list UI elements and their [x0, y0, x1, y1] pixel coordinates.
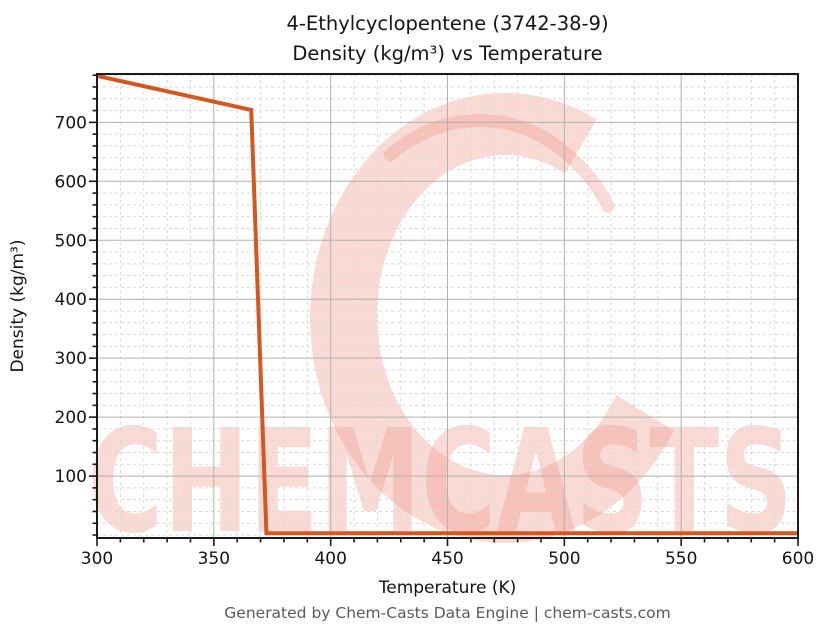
x-tick-label: 500 — [548, 549, 580, 569]
y-tick-label: 100 — [55, 467, 87, 487]
gridlines — [96, 74, 799, 538]
x-tick-label: 600 — [782, 549, 814, 569]
chart-title-line2: Density (kg/m³) vs Temperature — [292, 42, 603, 65]
chart-title: 4-Ethylcyclopentene (3742-38-9) Density … — [97, 9, 798, 69]
x-tick-label: 300 — [81, 549, 113, 569]
axis-ticks — [89, 74, 799, 546]
x-tick-label: 550 — [665, 549, 697, 569]
chart-title-line1: 4-Ethylcyclopentene (3742-38-9) — [286, 12, 609, 35]
y-tick-label: 600 — [55, 172, 87, 192]
y-tick-label: 300 — [55, 349, 87, 369]
x-tick-label: 350 — [198, 549, 230, 569]
footer-credit: Generated by Chem-Casts Data Engine | ch… — [224, 604, 671, 622]
y-tick-label: 400 — [55, 290, 87, 310]
plot-spines — [96, 73, 799, 539]
x-tick-label: 450 — [431, 549, 463, 569]
y-tick-label: 500 — [55, 231, 87, 251]
x-tick-label: 400 — [314, 549, 346, 569]
tick-labels: 300 350 400 450 500 550 600 100 200 300 400 500 600 7… — [55, 113, 815, 569]
y-axis-label: Density (kg/m³) — [8, 239, 28, 373]
y-tick-label: 200 — [55, 408, 87, 428]
x-axis-label: Temperature (K) — [378, 578, 517, 598]
series-density-line — [96, 73, 798, 536]
watermark-text: CHEMCASTS — [88, 398, 793, 565]
chemcasts-c-swirl-logo: CHEMCASTS — [88, 92, 793, 565]
y-tick-label: 700 — [55, 113, 87, 133]
